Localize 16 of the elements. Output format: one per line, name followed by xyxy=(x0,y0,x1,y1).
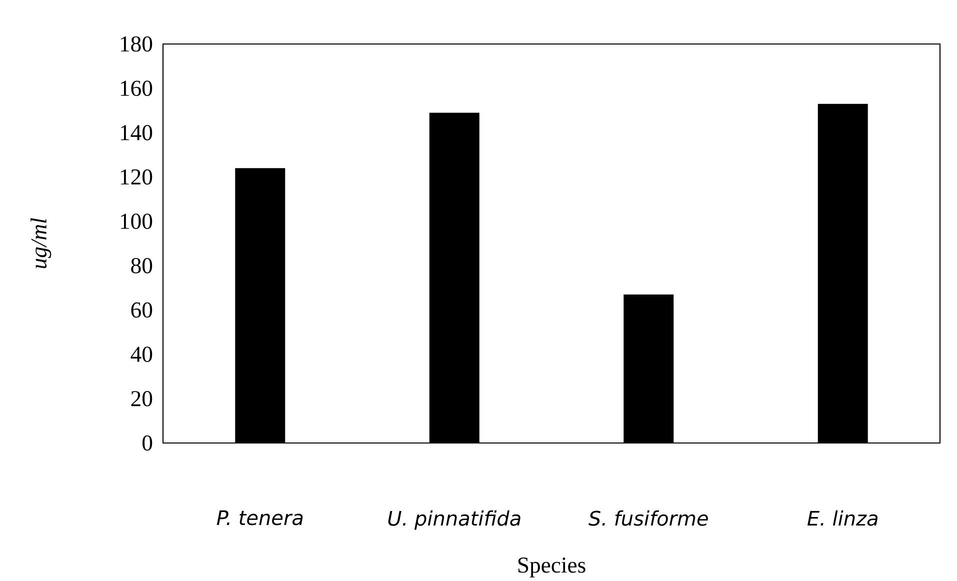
x-tick-label: S. fusiforme xyxy=(588,510,708,526)
x-tick-label: P. tenera xyxy=(216,510,303,526)
x-tick-label: U. pinnatifida xyxy=(388,510,520,530)
y-tick-label: 120 xyxy=(120,169,152,185)
y-tick-label: 80 xyxy=(131,258,152,274)
y-tick-label: 140 xyxy=(120,125,152,140)
y-tick-label: 0 xyxy=(142,435,152,451)
y-tick-label: 180 xyxy=(120,36,152,52)
y-tick-label: 100 xyxy=(120,214,152,229)
y-tick-label: 40 xyxy=(130,346,152,362)
x-axis-title: Species xyxy=(518,558,586,578)
y-axis-title: ug/ml xyxy=(30,218,52,268)
y-tick-label: 20 xyxy=(131,391,152,406)
y-tick-label: 160 xyxy=(120,80,152,96)
x-tick-label: E. linza xyxy=(807,510,878,526)
y-tick-label: 60 xyxy=(131,302,152,318)
